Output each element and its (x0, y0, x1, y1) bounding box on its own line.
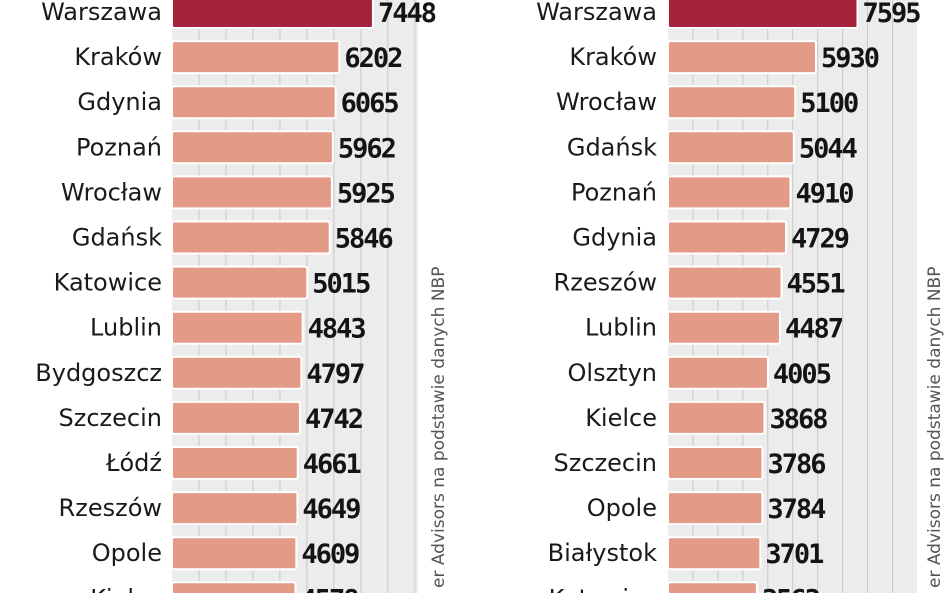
left-value-label: 4649 (302, 494, 360, 525)
left-bar (171, 491, 299, 526)
right-category-label: Gdynia (572, 224, 657, 252)
right-category-label: Kielce (585, 404, 657, 432)
right-category-label: Wrocław (556, 88, 657, 116)
left-value-label: 4609 (301, 539, 359, 570)
left-bar (171, 536, 298, 571)
right-bar (667, 0, 859, 29)
right-category-label: Katowice (549, 584, 657, 593)
right-bar (667, 310, 781, 345)
left-bar (171, 400, 301, 435)
left-chart: Warszawa 7448 Kraków 6202 Gdynia 6065 Poznań 59… (35, 0, 438, 593)
left-value-label: 4742 (305, 404, 363, 435)
right-category-label: Szczecin (554, 449, 657, 477)
right-bar (667, 175, 792, 210)
left-category-label: Kraków (74, 43, 162, 71)
left-value-label: 4797 (306, 359, 364, 390)
left-category-label: Lublin (90, 314, 162, 342)
left-value-label: 6202 (344, 43, 402, 74)
left-bar (171, 581, 297, 593)
left-value-label: 5015 (312, 269, 370, 300)
right-category-label: Warszawa (536, 0, 657, 26)
right-value-label: 3784 (767, 494, 826, 525)
right-category-label: Kraków (569, 43, 657, 71)
right-bar (667, 40, 817, 75)
left-category-label: Katowice (54, 269, 162, 297)
left-bar (171, 265, 309, 300)
right-value-label: 4005 (773, 359, 831, 390)
right-value-label: 5930 (821, 43, 879, 74)
left-bar (171, 85, 337, 120)
left-category-label: Opole (92, 539, 162, 567)
left-bar (171, 130, 334, 165)
left-category-label: Poznań (76, 133, 162, 161)
right-bar (667, 355, 769, 390)
left-value-label: 4843 (308, 314, 366, 345)
left-bar (171, 40, 341, 75)
right-bar (667, 220, 787, 255)
right-chart: Warszawa 7595 Kraków 5930 Wrocław 5100 Gdańsk 5… (536, 0, 922, 593)
left-value-label: 4661 (303, 449, 361, 480)
left-category-label: Łódź (105, 449, 162, 477)
left-category-label: Rzeszów (59, 494, 162, 522)
right-category-label: Rzeszów (554, 269, 657, 297)
right-value-label: 5044 (799, 133, 858, 164)
right-value-label: 4487 (785, 314, 843, 345)
left-value-label: 4578 (301, 584, 359, 593)
left-category-label: Bydgoszcz (35, 359, 162, 387)
left-category-label: Warszawa (41, 0, 162, 26)
right-category-label: Olsztyn (568, 359, 657, 387)
right-category-label: Gdańsk (567, 133, 657, 161)
left-bar (171, 355, 303, 390)
left-bar (171, 220, 331, 255)
right-value-label: 5100 (800, 88, 858, 119)
left-value-label: 5962 (338, 133, 396, 164)
right-category-label: Poznań (571, 178, 657, 206)
right-bar (667, 446, 764, 480)
right-bar (667, 536, 762, 571)
right-value-label: 4551 (787, 269, 845, 300)
right-bar (667, 85, 797, 120)
left-category-label: Kielce (90, 584, 162, 593)
right-bar (667, 491, 764, 526)
left-category-label: Gdynia (77, 88, 162, 116)
source-note-left: er Advisors na podstawie danych NBP (429, 267, 449, 588)
right-value-label: 3786 (767, 449, 825, 480)
left-value-label: 7448 (378, 0, 436, 29)
source-note-right: er Advisors na podstawie danych NBP (925, 267, 945, 588)
right-bar (667, 265, 783, 300)
right-bar (667, 581, 758, 593)
left-category-label: Szczecin (59, 404, 162, 432)
right-value-label: 3563 (762, 584, 820, 593)
right-category-label: Białystok (548, 539, 657, 567)
left-value-label: 6065 (341, 88, 399, 119)
right-category-label: Opole (587, 494, 657, 522)
left-bar (171, 310, 304, 345)
right-value-label: 4729 (791, 224, 849, 255)
right-value-label: 4910 (796, 178, 854, 209)
right-value-label: 3701 (765, 539, 823, 570)
left-bar (171, 0, 374, 29)
left-value-label: 5925 (337, 178, 395, 209)
left-bar (171, 175, 333, 210)
right-category-label: Lublin (585, 314, 657, 342)
right-bar (667, 400, 766, 435)
right-value-label: 3868 (770, 404, 828, 435)
left-bar (171, 446, 299, 480)
left-category-label: Gdańsk (72, 224, 162, 252)
left-category-label: Wrocław (61, 178, 162, 206)
right-bar (667, 130, 795, 165)
left-value-label: 5846 (335, 224, 393, 255)
right-value-label: 7595 (862, 0, 920, 29)
